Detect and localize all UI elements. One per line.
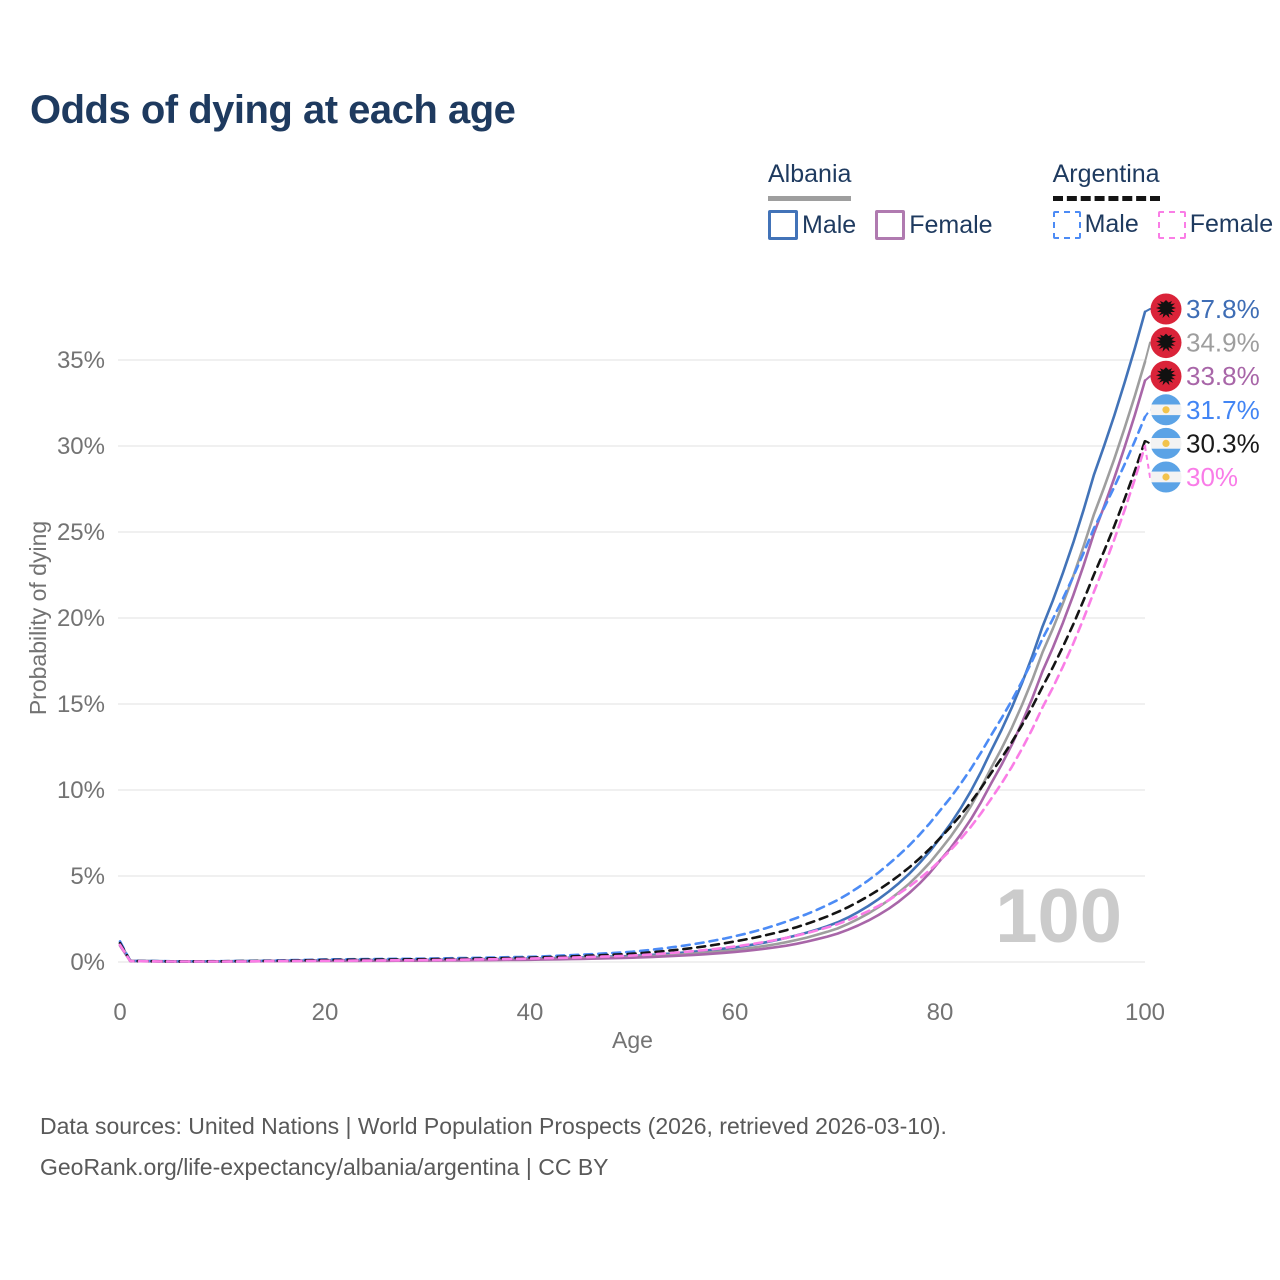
- legend-country-argentina[interactable]: Argentina: [1052, 160, 1160, 201]
- y-tick-label: 25%: [57, 519, 105, 546]
- y-axis-title: Probability of dying: [25, 521, 51, 715]
- argentina-male-swatch-icon: [1052, 210, 1081, 239]
- footer-sources-line: Data sources: United Nations | World Pop…: [40, 1113, 947, 1139]
- line-argentina-male[interactable]: [118, 415, 1147, 963]
- footer-url-line: GeoRank.org/life-expectancy/albania/arge…: [40, 1154, 609, 1180]
- end-value-label[interactable]: 33.8%: [1186, 361, 1260, 391]
- argentina-flag-badge: [1150, 461, 1182, 493]
- albania-eagle-icon: [1156, 300, 1176, 318]
- legend-group-albania: Albania Male Female: [768, 160, 993, 240]
- argentina-flag-badge: [1150, 394, 1182, 426]
- end-value-label[interactable]: 30.3%: [1186, 428, 1260, 458]
- legend-row-albania: Male Female: [768, 210, 993, 240]
- y-tick-label: 20%: [57, 605, 105, 632]
- albania-flag-badge: [1150, 360, 1182, 392]
- legend-item-label: Male: [1084, 210, 1139, 238]
- albania-eagle-icon: [1156, 367, 1176, 386]
- line-argentina-total[interactable]: [118, 439, 1147, 963]
- end-value-label[interactable]: 37.8%: [1186, 294, 1260, 324]
- y-tick-label: 35%: [57, 347, 105, 374]
- x-tick-label: 20: [312, 999, 339, 1026]
- albania-eagle-icon: [1156, 333, 1176, 352]
- legend-row-argentina: Male Female: [1052, 210, 1274, 239]
- y-tick-label: 15%: [57, 691, 105, 718]
- y-tick-label: 0%: [70, 949, 105, 976]
- x-tick-label: 60: [722, 999, 749, 1026]
- age-watermark: 100: [995, 874, 1122, 959]
- albania-flag-badge: [1150, 327, 1182, 359]
- albania-female-swatch-icon: [875, 210, 906, 240]
- y-tick-label: 5%: [70, 863, 105, 890]
- legend-item-label: Male: [802, 210, 857, 239]
- legend-item-label: Female: [1189, 210, 1274, 238]
- argentina-flag-icon: [1150, 461, 1182, 493]
- end-value-label[interactable]: 30%: [1186, 462, 1238, 492]
- argentina-flag-badge: [1150, 427, 1182, 459]
- legend-group-argentina: Argentina Male Female: [1052, 160, 1274, 240]
- legend-item-albania-female[interactable]: Female: [875, 210, 993, 240]
- x-tick-label: 100: [1125, 999, 1165, 1026]
- legend: Albania Male Female Argentina Male: [768, 160, 1273, 240]
- legend-item-argentina-male[interactable]: Male: [1052, 210, 1139, 239]
- albania-male-swatch-icon: [768, 210, 798, 240]
- line-albania-female[interactable]: [118, 379, 1147, 963]
- legend-item-albania-male[interactable]: Male: [768, 210, 856, 240]
- line-argentina-female[interactable]: [118, 444, 1147, 963]
- argentina-female-swatch-icon: [1157, 210, 1186, 239]
- legend-item-argentina-female[interactable]: Female: [1157, 210, 1274, 239]
- argentina-flag-icon: [1150, 394, 1182, 426]
- leader-line: [1144, 439, 1154, 445]
- leader-line: [1144, 445, 1154, 478]
- end-value-label[interactable]: 34.9%: [1186, 328, 1260, 358]
- argentina-flag-icon: [1150, 427, 1182, 459]
- data-source-footer: Data sources: United Nations | World Pop…: [40, 1106, 947, 1188]
- x-axis-title: Age: [612, 1027, 653, 1053]
- page-title: Odds of dying at each age: [30, 88, 516, 132]
- end-value-label[interactable]: 31.7%: [1186, 395, 1260, 425]
- y-tick-label: 30%: [57, 433, 105, 460]
- legend-item-label: Female: [909, 210, 993, 239]
- x-tick-label: 80: [927, 999, 954, 1026]
- legend-country-albania[interactable]: Albania: [768, 160, 852, 201]
- line-albania-total[interactable]: [118, 360, 1147, 963]
- line-albania-male[interactable]: [118, 310, 1147, 963]
- x-tick-label: 40: [517, 999, 544, 1026]
- x-tick-label: 0: [113, 999, 126, 1026]
- y-tick-label: 10%: [57, 777, 105, 804]
- albania-flag-badge: [1150, 293, 1182, 325]
